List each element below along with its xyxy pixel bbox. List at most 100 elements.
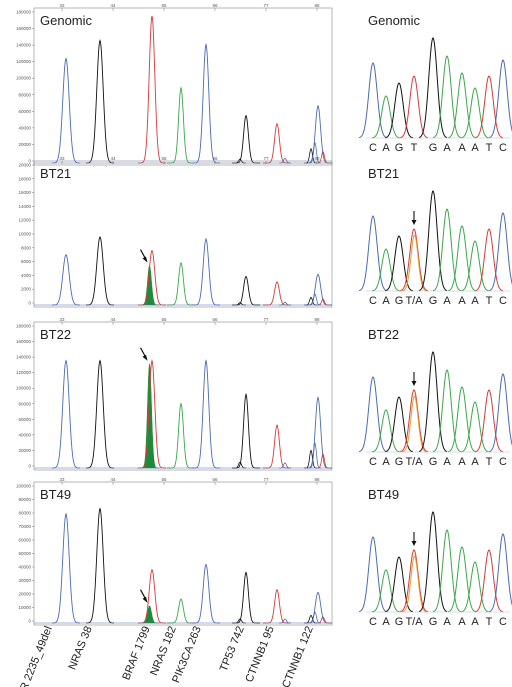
sanger-peak: [460, 87, 490, 139]
x-tick-label: 77: [263, 477, 269, 482]
panel-label: Genomic: [40, 13, 93, 28]
peak-4: [192, 359, 220, 469]
x-tick-label: 55: [161, 477, 167, 482]
sanger-label: Genomic: [368, 13, 421, 28]
x-tick-label: 88: [314, 156, 320, 161]
peak-1: [86, 359, 114, 469]
peak-6: [263, 281, 291, 306]
sanger-peak-overlap: [401, 395, 427, 453]
y-tick-label: 90000: [18, 497, 31, 502]
base-call: C: [499, 142, 507, 154]
peak-7: [304, 396, 332, 469]
y-tick-label: 18000: [18, 176, 31, 181]
x-tick-label: 77: [263, 317, 269, 322]
y-tick-label: 10000: [18, 605, 31, 610]
peak-3: [167, 598, 195, 624]
base-call: A: [382, 142, 390, 154]
minor-peak: [279, 618, 291, 624]
y-tick-label: 20000: [18, 592, 31, 597]
peak-1: [85, 507, 115, 624]
category-label: EGFR 2235_49del: [10, 625, 55, 687]
sanger-peak: [460, 401, 490, 453]
peak-6: [263, 424, 291, 469]
base-call: T: [411, 142, 418, 154]
sanger-peak: [384, 556, 414, 613]
y-tick-label: 160000: [16, 339, 32, 344]
x-tick-label: 55: [161, 156, 167, 161]
base-call: A: [382, 295, 390, 307]
electropherogram-panel-1: 33 44 55 66 77 882000018000160001400012000100…: [18, 156, 333, 308]
panel-label: BT21: [40, 166, 71, 181]
base-call: C: [369, 295, 377, 307]
base-call: A: [471, 295, 479, 307]
sanger-peak: [447, 546, 477, 613]
sanger-peak: [447, 225, 477, 292]
y-tick-label: 4000: [21, 273, 32, 278]
y-tick-label: 100000: [16, 484, 32, 489]
base-call: C: [369, 616, 377, 628]
y-tick-label: 60000: [18, 109, 31, 114]
peak-2: [138, 359, 166, 469]
x-tick-label: 66: [212, 317, 218, 322]
sanger-peak: [432, 529, 462, 613]
sanger-peak: [488, 212, 512, 292]
sanger-peak: [371, 409, 401, 453]
x-tick-label: 33: [59, 156, 65, 161]
x-tick-label: 33: [59, 3, 65, 8]
panel-frame: [33, 160, 333, 308]
x-tick-label: 77: [263, 156, 269, 161]
base-call: G: [395, 616, 404, 628]
arrow-head: [411, 220, 417, 225]
y-tick-label: 60000: [18, 417, 31, 422]
x-tick-label: 88: [314, 3, 320, 8]
sanger-peak: [384, 396, 414, 453]
base-call: A: [471, 456, 479, 468]
sanger-peak: [474, 228, 504, 292]
mutant-peak: [139, 363, 160, 469]
panel-frame: [33, 321, 333, 471]
peak-7: [304, 591, 332, 624]
sanger-peak: [384, 235, 414, 292]
minor-peak: [308, 442, 322, 469]
peak-1: [85, 236, 115, 306]
x-tick-label: 44: [110, 3, 116, 8]
peak-4: [192, 238, 220, 306]
sanger-peak: [358, 215, 388, 292]
base-call: G: [429, 616, 438, 628]
panel-label: BT49: [40, 487, 71, 502]
y-tick-label: 60000: [18, 538, 31, 543]
base-call: A: [458, 295, 466, 307]
peak-4: [192, 42, 220, 164]
base-call: T: [486, 142, 493, 154]
x-tick-label: 44: [110, 156, 116, 161]
sanger-peak: [418, 511, 448, 613]
y-tick-label: 70000: [18, 524, 31, 529]
x-tick-label: 44: [110, 317, 116, 322]
y-tick-label: 20000: [18, 163, 31, 168]
base-call: T/A: [405, 456, 423, 468]
peak-0: [52, 512, 80, 624]
peak-0: [52, 57, 80, 164]
sanger-peak: [488, 59, 512, 139]
y-tick-label: 180000: [16, 10, 32, 15]
sanger-peak: [418, 37, 448, 139]
category-label: TP53 742: [218, 625, 247, 674]
sanger-label: BT21: [368, 166, 399, 181]
sanger-peak: [399, 75, 429, 139]
electropherogram-panel-3: 33 44 55 66 77 881000009000080000700006000050…: [16, 477, 333, 626]
base-call: T/A: [405, 295, 423, 307]
sanger-peak: [371, 569, 401, 613]
y-tick-label: 30000: [18, 578, 31, 583]
y-tick-label: 140000: [16, 43, 32, 48]
base-call: A: [458, 616, 466, 628]
y-tick-label: 2000: [21, 287, 32, 292]
y-tick-label: 6000: [21, 259, 32, 264]
base-call: A: [443, 142, 451, 154]
sanger-peak: [447, 72, 477, 139]
base-call: C: [499, 295, 507, 307]
y-tick-label: 140000: [16, 355, 32, 360]
electropherogram-panel-0: 33 44 55 66 77 88 180000 160000 140000 120000 1000…: [16, 3, 333, 166]
arrow-indicator: [139, 589, 148, 603]
y-tick-label: 40000: [18, 565, 31, 570]
